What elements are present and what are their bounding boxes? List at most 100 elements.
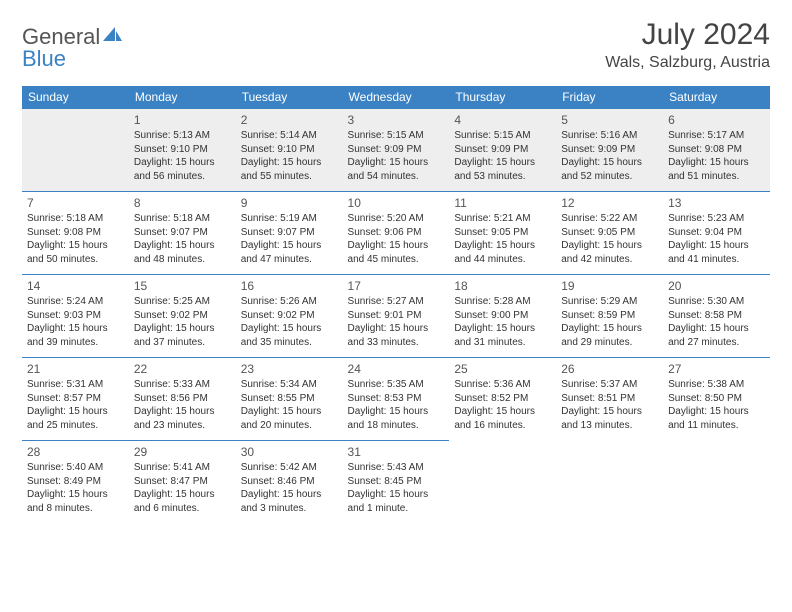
sunrise-text: Sunrise: 5:19 AM [241, 212, 338, 226]
daylight-text: Daylight: 15 hours and 51 minutes. [668, 156, 765, 183]
daylight-text: Daylight: 15 hours and 45 minutes. [348, 239, 445, 266]
daylight-text: Daylight: 15 hours and 18 minutes. [348, 405, 445, 432]
daylight-text: Daylight: 15 hours and 11 minutes. [668, 405, 765, 432]
sunrise-text: Sunrise: 5:18 AM [27, 212, 124, 226]
calendar-day [663, 441, 770, 524]
sunrise-text: Sunrise: 5:33 AM [134, 378, 231, 392]
calendar-day: 3Sunrise: 5:15 AMSunset: 9:09 PMDaylight… [343, 109, 450, 192]
sunset-text: Sunset: 8:59 PM [561, 309, 658, 323]
day-number: 22 [134, 361, 231, 377]
sunset-text: Sunset: 9:07 PM [241, 226, 338, 240]
calendar-table: SundayMondayTuesdayWednesdayThursdayFrid… [22, 86, 770, 524]
day-number: 10 [348, 195, 445, 211]
daylight-text: Daylight: 15 hours and 47 minutes. [241, 239, 338, 266]
sunset-text: Sunset: 9:00 PM [454, 309, 551, 323]
sunrise-text: Sunrise: 5:25 AM [134, 295, 231, 309]
sunrise-text: Sunrise: 5:22 AM [561, 212, 658, 226]
calendar-day: 21Sunrise: 5:31 AMSunset: 8:57 PMDayligh… [22, 358, 129, 441]
day-number: 9 [241, 195, 338, 211]
daylight-text: Daylight: 15 hours and 20 minutes. [241, 405, 338, 432]
day-number: 29 [134, 444, 231, 460]
calendar-day: 10Sunrise: 5:20 AMSunset: 9:06 PMDayligh… [343, 192, 450, 275]
day-number: 20 [668, 278, 765, 294]
calendar-day: 1Sunrise: 5:13 AMSunset: 9:10 PMDaylight… [129, 109, 236, 192]
day-number: 30 [241, 444, 338, 460]
sunset-text: Sunset: 9:01 PM [348, 309, 445, 323]
daylight-text: Daylight: 15 hours and 35 minutes. [241, 322, 338, 349]
sunset-text: Sunset: 9:10 PM [241, 143, 338, 157]
logo: GeneralBlue [22, 18, 124, 72]
sunrise-text: Sunrise: 5:15 AM [454, 129, 551, 143]
daylight-text: Daylight: 15 hours and 29 minutes. [561, 322, 658, 349]
sunrise-text: Sunrise: 5:26 AM [241, 295, 338, 309]
day-header: Monday [129, 86, 236, 109]
calendar-week: 21Sunrise: 5:31 AMSunset: 8:57 PMDayligh… [22, 358, 770, 441]
sunrise-text: Sunrise: 5:37 AM [561, 378, 658, 392]
day-number: 14 [27, 278, 124, 294]
daylight-text: Daylight: 15 hours and 23 minutes. [134, 405, 231, 432]
day-header: Tuesday [236, 86, 343, 109]
daylight-text: Daylight: 15 hours and 31 minutes. [454, 322, 551, 349]
day-number: 25 [454, 361, 551, 377]
sunset-text: Sunset: 8:47 PM [134, 475, 231, 489]
day-header: Wednesday [343, 86, 450, 109]
day-number: 28 [27, 444, 124, 460]
sunrise-text: Sunrise: 5:41 AM [134, 461, 231, 475]
sunset-text: Sunset: 9:08 PM [668, 143, 765, 157]
daylight-text: Daylight: 15 hours and 52 minutes. [561, 156, 658, 183]
calendar-day: 7Sunrise: 5:18 AMSunset: 9:08 PMDaylight… [22, 192, 129, 275]
sunset-text: Sunset: 8:49 PM [27, 475, 124, 489]
sunset-text: Sunset: 9:09 PM [348, 143, 445, 157]
daylight-text: Daylight: 15 hours and 48 minutes. [134, 239, 231, 266]
calendar-week: 28Sunrise: 5:40 AMSunset: 8:49 PM Dayligh… [22, 441, 770, 524]
day-header: Saturday [663, 86, 770, 109]
calendar-day: 5Sunrise: 5:16 AMSunset: 9:09 PMDaylight… [556, 109, 663, 192]
daylight-text: Daylight: 15 hours and 1 minute. [348, 488, 445, 515]
title-block: July 2024 Wals, Salzburg, Austria [605, 18, 770, 72]
sunrise-text: Sunrise: 5:15 AM [348, 129, 445, 143]
sunrise-text: Sunrise: 5:14 AM [241, 129, 338, 143]
daylight-text: Daylight: 15 hours and 54 minutes. [348, 156, 445, 183]
sunrise-text: Sunrise: 5:36 AM [454, 378, 551, 392]
location: Wals, Salzburg, Austria [605, 54, 770, 72]
sunrise-text: Sunrise: 5:40 AM [27, 461, 124, 475]
sunrise-text: Sunrise: 5:21 AM [454, 212, 551, 226]
sunrise-text: Sunrise: 5:43 AM [348, 461, 445, 475]
sunrise-text: Sunrise: 5:13 AM [134, 129, 231, 143]
calendar-day: 14Sunrise: 5:24 AMSunset: 9:03 PMDayligh… [22, 275, 129, 358]
day-number: 1 [134, 112, 231, 128]
sunset-text: Sunset: 9:02 PM [241, 309, 338, 323]
day-number: 31 [348, 444, 445, 460]
sunrise-text: Sunrise: 5:24 AM [27, 295, 124, 309]
sunrise-text: Sunrise: 5:35 AM [348, 378, 445, 392]
sunrise-text: Sunrise: 5:28 AM [454, 295, 551, 309]
day-number: 11 [454, 195, 551, 211]
calendar-day: 26Sunrise: 5:37 AMSunset: 8:51 PMDayligh… [556, 358, 663, 441]
month-title: July 2024 [605, 18, 770, 52]
sunset-text: Sunset: 9:05 PM [561, 226, 658, 240]
daylight-text: Daylight: 15 hours and 55 minutes. [241, 156, 338, 183]
calendar-header-row: SundayMondayTuesdayWednesdayThursdayFrid… [22, 86, 770, 109]
sunset-text: Sunset: 9:03 PM [27, 309, 124, 323]
calendar-day: 8Sunrise: 5:18 AMSunset: 9:07 PMDaylight… [129, 192, 236, 275]
calendar-day: 23Sunrise: 5:34 AMSunset: 8:55 PMDayligh… [236, 358, 343, 441]
daylight-text: Daylight: 15 hours and 3 minutes. [241, 488, 338, 515]
sunset-text: Sunset: 9:05 PM [454, 226, 551, 240]
sunrise-text: Sunrise: 5:16 AM [561, 129, 658, 143]
sunset-text: Sunset: 9:02 PM [134, 309, 231, 323]
sunrise-text: Sunrise: 5:31 AM [27, 378, 124, 392]
calendar-day: 28Sunrise: 5:40 AMSunset: 8:49 PMDayligh… [22, 441, 129, 524]
sunrise-text: Sunrise: 5:38 AM [668, 378, 765, 392]
logo-text-blue: Blue [22, 46, 124, 72]
calendar-day [22, 109, 129, 192]
sunset-text: Sunset: 8:51 PM [561, 392, 658, 406]
day-number: 26 [561, 361, 658, 377]
calendar-day: 13Sunrise: 5:23 AMSunset: 9:04 PMDayligh… [663, 192, 770, 275]
calendar-day: 17Sunrise: 5:27 AMSunset: 9:01 PMDayligh… [343, 275, 450, 358]
sunrise-text: Sunrise: 5:42 AM [241, 461, 338, 475]
logo-sail-icon [102, 26, 124, 42]
daylight-text: Daylight: 15 hours and 41 minutes. [668, 239, 765, 266]
sunrise-text: Sunrise: 5:34 AM [241, 378, 338, 392]
calendar-day: 12Sunrise: 5:22 AMSunset: 9:05 PMDayligh… [556, 192, 663, 275]
day-number: 8 [134, 195, 231, 211]
